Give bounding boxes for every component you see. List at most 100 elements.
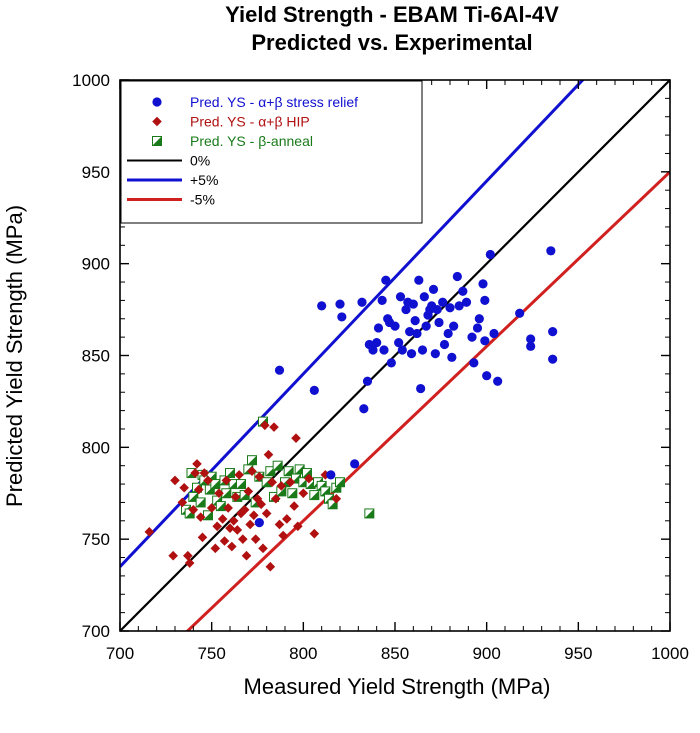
stress-relief-point (397, 345, 407, 355)
chart-title: Yield Strength - EBAM Ti-6Al-4V (225, 2, 559, 27)
hip-point (267, 477, 277, 488)
legend-label: -5% (190, 192, 215, 208)
hip-point (219, 536, 230, 546)
hip-point (214, 488, 224, 499)
y-axis-label: Predicted Yield Strength (MPa) (2, 205, 27, 507)
hip-point (243, 486, 254, 497)
hip-point (210, 543, 221, 554)
hip-point (260, 420, 270, 431)
stress-relief-point (428, 284, 439, 294)
stress-relief-point (326, 470, 336, 480)
legend-label: Pred. YS - β-anneal (190, 133, 313, 149)
stress-relief-point (472, 323, 483, 333)
x-tick-label: 750 (197, 644, 225, 663)
hip-point (212, 521, 222, 532)
stress-relief-point (408, 299, 418, 309)
x-tick-label: 850 (381, 644, 409, 663)
hip-point (168, 550, 178, 561)
y-tick-label: 800 (82, 438, 110, 457)
stress-relief-point (405, 327, 415, 337)
stress-relief-point (485, 249, 495, 260)
stress-relief-point (480, 336, 490, 346)
stress-relief-point (406, 349, 417, 359)
stress-relief-point (394, 338, 404, 348)
beta-anneal-point (309, 490, 320, 501)
stress-relief-point (317, 301, 327, 311)
hip-point (203, 475, 213, 486)
stress-relief-point (478, 279, 488, 289)
stress-relief-point (368, 345, 378, 355)
legend-label: Pred. YS - α+β HIP (190, 114, 310, 130)
stress-relief-point (419, 292, 429, 302)
x-axis-label: Measured Yield Strength (MPa) (244, 674, 551, 699)
stress-relief-point (381, 275, 391, 285)
legend-label: Pred. YS - α+β stress relief (190, 94, 358, 110)
hip-point (195, 512, 206, 522)
x-tick-label: 1000 (651, 644, 689, 663)
hip-point (276, 481, 287, 491)
stress-relief-point (395, 292, 406, 302)
ref-line-0pct (120, 80, 670, 631)
stress-relief-point (412, 328, 422, 339)
stress-relief-point (359, 404, 369, 414)
stress-relief-point (482, 371, 492, 381)
stress-relief-point (461, 297, 472, 307)
x-tick-label: 950 (564, 644, 592, 663)
stress-relief-point (357, 297, 367, 307)
stress-relief-point (458, 286, 468, 296)
y-axis-tick-labels: 700 750 800 850 900 950 1000 (72, 71, 110, 641)
hip-point (225, 523, 235, 533)
beta-anneal-point (335, 477, 345, 488)
hip-point (309, 528, 320, 539)
stress-relief-point (379, 345, 389, 355)
hip-point (183, 550, 193, 561)
hip-point (331, 493, 342, 504)
hip-point (278, 530, 288, 541)
hip-point (144, 527, 155, 537)
stress-relief-point (449, 321, 459, 331)
stress-relief-point (417, 345, 428, 355)
stress-relief-point (454, 301, 464, 311)
beta-anneal-point (283, 466, 294, 477)
hip-point (194, 484, 204, 495)
stress-relief-point (548, 354, 558, 364)
stress-relief-point (386, 358, 396, 368)
hip-point (179, 482, 189, 493)
hip-point (199, 468, 210, 478)
stress-relief-point (445, 303, 455, 313)
y-tick-label: 850 (82, 347, 110, 366)
stress-relief-point (372, 338, 382, 348)
legend-label: +5% (190, 172, 218, 188)
stress-relief-point (489, 328, 499, 339)
hip-point (293, 521, 303, 532)
hip-point (232, 525, 243, 535)
stress-relief-point (546, 246, 556, 256)
stress-relief-point (362, 376, 373, 386)
y-tick-label: 700 (82, 622, 110, 641)
stress-relief-point (469, 358, 479, 368)
y-tick-label: 900 (82, 255, 110, 274)
beta-anneal-point (364, 508, 375, 519)
ref-line-minus-5pct (185, 170, 670, 631)
hip-point (247, 466, 257, 477)
hip-point (265, 561, 276, 572)
stress-relief-point (350, 459, 360, 469)
stress-relief-point (474, 314, 484, 324)
chart-subtitle: Predicted vs. Experimental (251, 30, 532, 55)
beta-anneal-point (215, 501, 226, 512)
hip-point (192, 459, 202, 469)
hip-point (285, 477, 296, 488)
stress-relief-point (432, 304, 442, 315)
hip-point (304, 473, 314, 484)
hip-point (221, 475, 232, 486)
beta-anneal-point (225, 468, 235, 479)
stress-relief-point (401, 304, 411, 315)
legend-diamond-swatch (152, 116, 162, 127)
hip-point (239, 504, 250, 515)
beta-anneal-point (265, 466, 276, 477)
hip-point (227, 541, 237, 552)
hip-point (271, 493, 281, 504)
stress-relief-point (526, 334, 536, 344)
beta-anneal-point (287, 488, 298, 499)
stress-relief-point (480, 295, 490, 305)
